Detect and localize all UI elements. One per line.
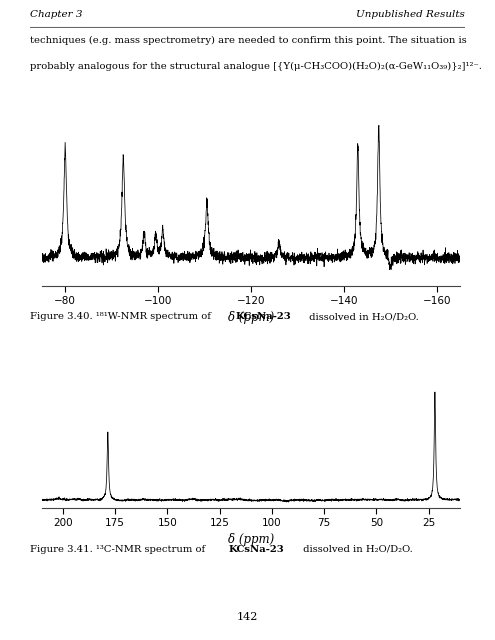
Text: Figure 3.40. ¹⁸¹W-NMR spectrum of: Figure 3.40. ¹⁸¹W-NMR spectrum of [30, 312, 214, 321]
Text: Unpublished Results: Unpublished Results [356, 10, 465, 19]
X-axis label: δ (ppm): δ (ppm) [228, 311, 274, 324]
Text: Figure 3.41. ¹³C-NMR spectrum of: Figure 3.41. ¹³C-NMR spectrum of [30, 545, 208, 554]
Text: dissolved in H₂O/D₂O.: dissolved in H₂O/D₂O. [300, 545, 412, 554]
Text: probably analogous for the structural analogue [{Y(μ-CH₃COO)(H₂O)₂(α-GeW₁₁O₃₉)}₂: probably analogous for the structural an… [30, 62, 482, 71]
Text: 142: 142 [237, 612, 258, 622]
X-axis label: δ (ppm): δ (ppm) [228, 533, 274, 547]
Text: dissolved in H₂O/D₂O.: dissolved in H₂O/D₂O. [306, 312, 419, 321]
Text: Chapter 3: Chapter 3 [30, 10, 83, 19]
Text: KCsNa-23: KCsNa-23 [229, 545, 285, 554]
Text: techniques (e.g. mass spectrometry) are needed to confirm this point. The situat: techniques (e.g. mass spectrometry) are … [30, 36, 467, 45]
Text: KCsNa-23: KCsNa-23 [236, 312, 291, 321]
